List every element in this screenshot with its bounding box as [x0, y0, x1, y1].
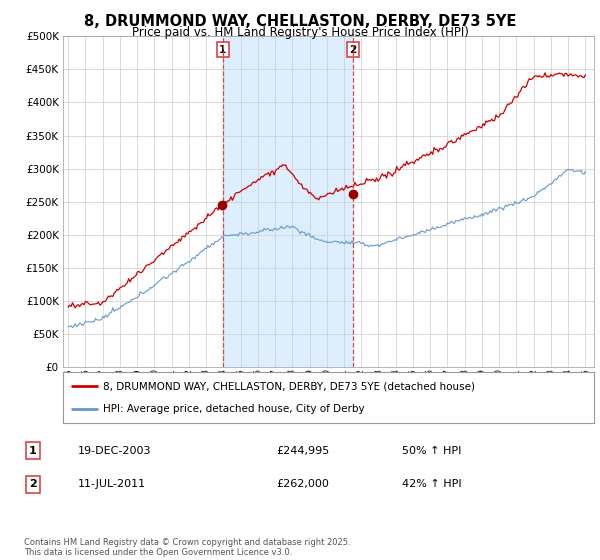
Text: 8, DRUMMOND WAY, CHELLASTON, DERBY, DE73 5YE (detached house): 8, DRUMMOND WAY, CHELLASTON, DERBY, DE73…	[103, 381, 475, 391]
Text: 1: 1	[29, 446, 37, 456]
Text: Price paid vs. HM Land Registry's House Price Index (HPI): Price paid vs. HM Land Registry's House …	[131, 26, 469, 39]
Text: £262,000: £262,000	[276, 479, 329, 489]
Text: 1: 1	[219, 45, 226, 55]
Text: 11-JUL-2011: 11-JUL-2011	[78, 479, 146, 489]
Bar	[223, 36, 353, 367]
Text: 19-DEC-2003: 19-DEC-2003	[78, 446, 151, 456]
Text: 2: 2	[29, 479, 37, 489]
Text: 2: 2	[350, 45, 357, 55]
Text: 50% ↑ HPI: 50% ↑ HPI	[402, 446, 461, 456]
Text: HPI: Average price, detached house, City of Derby: HPI: Average price, detached house, City…	[103, 404, 364, 414]
Text: 8, DRUMMOND WAY, CHELLASTON, DERBY, DE73 5YE: 8, DRUMMOND WAY, CHELLASTON, DERBY, DE73…	[84, 14, 516, 29]
Text: 42% ↑ HPI: 42% ↑ HPI	[402, 479, 461, 489]
Text: Contains HM Land Registry data © Crown copyright and database right 2025.
This d: Contains HM Land Registry data © Crown c…	[24, 538, 350, 557]
Text: £244,995: £244,995	[276, 446, 329, 456]
